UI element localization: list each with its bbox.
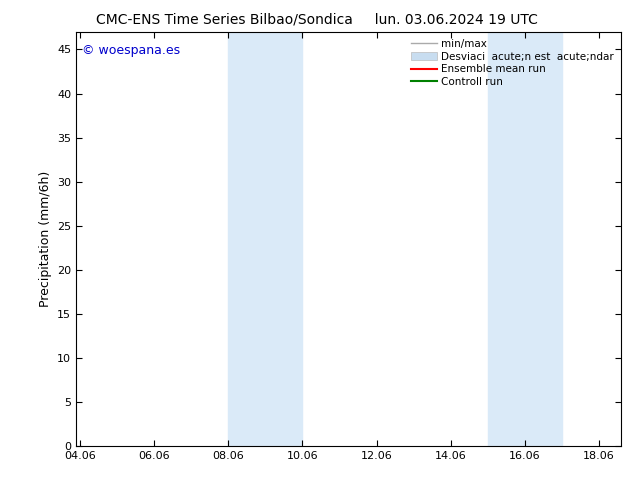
Legend: min/max, Desviaci  acute;n est  acute;ndar, Ensemble mean run, Controll run: min/max, Desviaci acute;n est acute;ndar… [409,37,616,89]
Y-axis label: Precipitation (mm/6h): Precipitation (mm/6h) [39,171,51,307]
Text: CMC-ENS Time Series Bilbao/Sondica     lun. 03.06.2024 19 UTC: CMC-ENS Time Series Bilbao/Sondica lun. … [96,12,538,26]
Bar [228,32,302,446]
Bar [488,32,562,446]
Text: © woespana.es: © woespana.es [82,44,179,57]
